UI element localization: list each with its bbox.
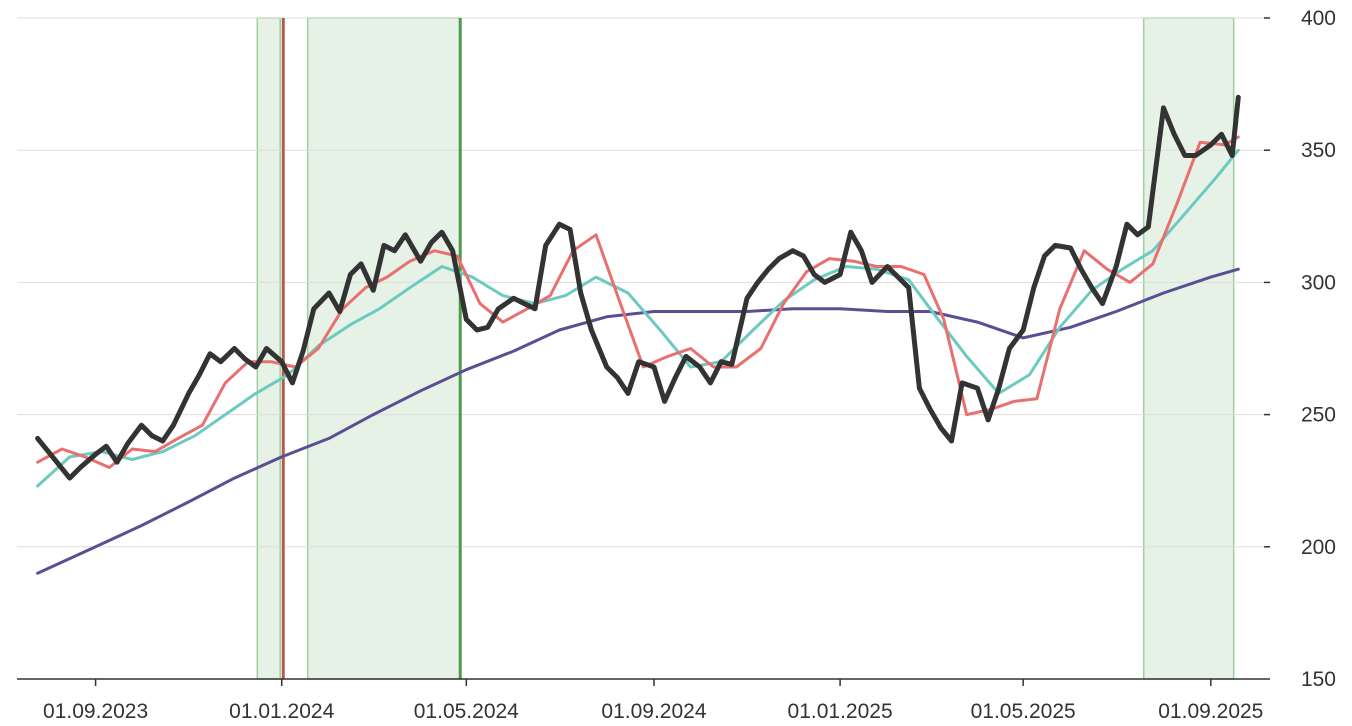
y-tick-label-300: 300 — [1301, 271, 1336, 294]
x-tick-label-01.05.2025: 01.05.2025 — [971, 700, 1076, 723]
y-axis-ticks: 150 200 250 300 350 400 — [1264, 7, 1336, 691]
y-tick-label-200: 200 — [1301, 536, 1336, 559]
y-tick-label-150: 150 — [1301, 668, 1336, 691]
series-line-ma-short — [36, 135, 1240, 469]
x-tick-label-01.05.2024: 01.05.2024 — [414, 700, 519, 723]
highlight-bands — [256, 17, 1235, 680]
y-tick-label-350: 350 — [1301, 139, 1336, 162]
x-tick-label-01.09.2024: 01.09.2024 — [601, 700, 706, 723]
series-lines — [35, 94, 1241, 575]
x-tick-label-01.01.2025: 01.01.2025 — [788, 700, 893, 723]
y-tick-label-250: 250 — [1301, 404, 1336, 427]
highlight-band-2 — [306, 17, 461, 680]
series-line-price — [35, 94, 1241, 481]
marker-lines — [281, 18, 462, 679]
series-line-ma-mid — [36, 148, 1240, 488]
x-tick-label-01.09.2025: 01.09.2025 — [1158, 700, 1263, 723]
x-tick-label-01.09.2023: 01.09.2023 — [43, 700, 148, 723]
x-axis-ticks: 01.09.2023 01.01.2024 01.05.2024 01.09.2024… — [43, 679, 1263, 723]
grid-lines — [17, 17, 1264, 548]
highlight-band-3 — [1142, 17, 1235, 680]
x-tick-label-01.01.2024: 01.01.2024 — [229, 700, 334, 723]
y-tick-label-400: 400 — [1301, 7, 1336, 30]
